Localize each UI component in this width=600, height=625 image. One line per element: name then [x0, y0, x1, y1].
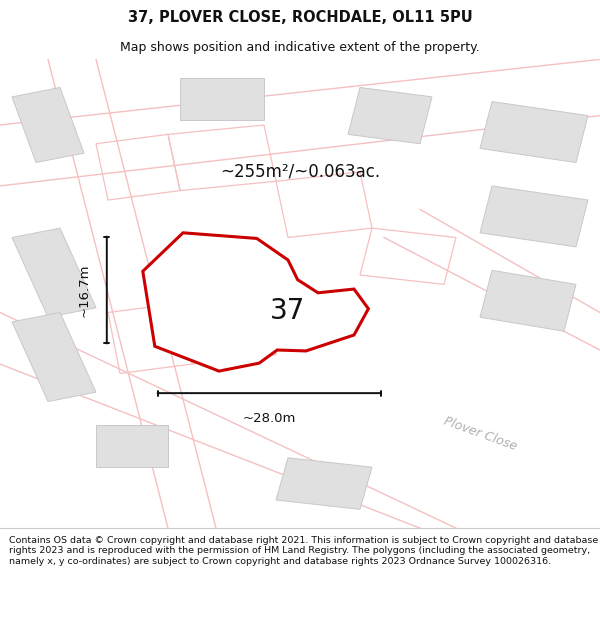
Polygon shape — [180, 78, 264, 120]
Text: Map shows position and indicative extent of the property.: Map shows position and indicative extent… — [120, 41, 480, 54]
Polygon shape — [12, 88, 84, 162]
Polygon shape — [480, 186, 588, 247]
Text: ~16.7m: ~16.7m — [77, 263, 91, 317]
Polygon shape — [480, 101, 588, 162]
Text: 37: 37 — [270, 297, 305, 325]
Text: Contains OS data © Crown copyright and database right 2021. This information is : Contains OS data © Crown copyright and d… — [9, 536, 598, 566]
Text: ~255m²/~0.063ac.: ~255m²/~0.063ac. — [220, 163, 380, 181]
Polygon shape — [480, 270, 576, 331]
Polygon shape — [96, 425, 168, 468]
Text: ~28.0m: ~28.0m — [243, 412, 296, 426]
Polygon shape — [143, 232, 368, 371]
Polygon shape — [12, 312, 96, 401]
Polygon shape — [348, 88, 432, 144]
Polygon shape — [12, 228, 96, 317]
Text: 37, PLOVER CLOSE, ROCHDALE, OL11 5PU: 37, PLOVER CLOSE, ROCHDALE, OL11 5PU — [128, 10, 472, 25]
Polygon shape — [276, 458, 372, 509]
Text: Plover Close: Plover Close — [442, 415, 518, 454]
